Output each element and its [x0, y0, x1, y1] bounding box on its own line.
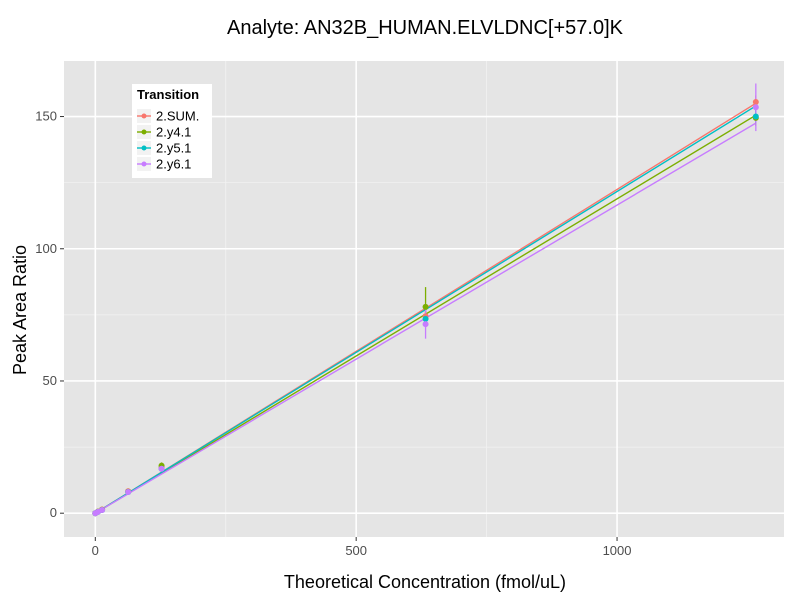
y-tick-label: 150 [35, 109, 57, 124]
legend-key-point [141, 161, 147, 167]
data-point-series-0 [752, 98, 759, 105]
data-point-series-3 [125, 489, 132, 496]
chart-title: Analyte: AN32B_HUMAN.ELVLDNC[+57.0]K [227, 17, 624, 39]
legend-key-point [141, 145, 147, 151]
x-axis-title: Theoretical Concentration (fmol/uL) [284, 572, 566, 592]
legend-label: 2.y4.1 [156, 125, 191, 140]
grid-major [64, 61, 784, 537]
data-point-series-3 [422, 321, 429, 328]
legend-key-point [141, 113, 147, 119]
legend-label: 2.SUM. [156, 109, 199, 124]
x-tick-label: 0 [92, 543, 99, 558]
data-point-series-2 [422, 315, 429, 322]
y-tick-label: 100 [35, 241, 57, 256]
data-point-series-3 [99, 507, 106, 514]
y-tick-label: 50 [43, 373, 57, 388]
legend-title: Transition [137, 87, 199, 102]
x-tick-label: 1000 [603, 543, 632, 558]
legend-items: 2.SUM.2.y4.12.y5.12.y6.1 [137, 109, 199, 172]
legend-label: 2.y5.1 [156, 141, 191, 156]
data-point-series-2 [752, 113, 759, 120]
legend: Transition 2.SUM.2.y4.12.y5.12.y6.1 [132, 84, 212, 178]
x-tick-label: 500 [345, 543, 367, 558]
y-tick-label: 0 [50, 505, 57, 520]
data-point-series-1 [422, 303, 429, 310]
legend-key-point [141, 129, 147, 135]
data-point-series-3 [752, 104, 759, 111]
x-axis-ticks: 0 500 1000 [92, 537, 632, 558]
y-axis-ticks: 0 50 100 150 [35, 109, 64, 520]
data-point-series-3 [158, 465, 165, 472]
data-points [92, 98, 759, 517]
y-axis-title: Peak Area Ratio [10, 245, 30, 375]
legend-label: 2.y6.1 [156, 157, 191, 172]
